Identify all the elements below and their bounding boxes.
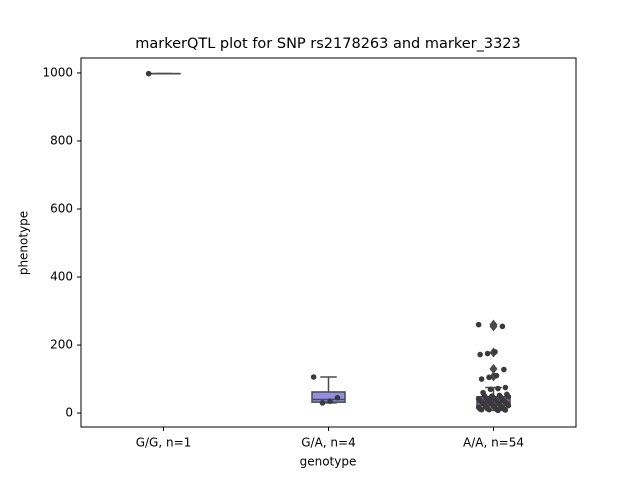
point [477, 351, 483, 358]
point [334, 394, 341, 401]
point [310, 374, 317, 380]
point [478, 376, 485, 382]
point [487, 394, 494, 401]
point [493, 372, 500, 379]
x-tick-label: A/A, n=54 [463, 436, 524, 450]
point [499, 323, 506, 330]
x-axis-label: genotype [300, 455, 357, 469]
point [487, 386, 494, 393]
y-tick-label: 600 [50, 202, 73, 216]
point [495, 385, 501, 392]
y-axis-label: phenotype [17, 211, 31, 275]
point [502, 407, 509, 413]
y-tick-label: 200 [50, 338, 73, 352]
point [502, 384, 509, 391]
point [486, 406, 492, 413]
outlier [489, 321, 498, 332]
chart-title: markerQTL plot for SNP rs2178263 and mar… [135, 36, 521, 52]
outlier [489, 363, 498, 374]
point [478, 406, 485, 413]
x-tick-label: G/G, n=1 [136, 436, 192, 450]
point [495, 407, 501, 414]
point [492, 349, 498, 355]
point [319, 400, 326, 406]
point [145, 70, 152, 77]
point [475, 321, 482, 328]
y-tick-label: 800 [50, 133, 73, 147]
point [501, 366, 507, 373]
point [505, 393, 512, 400]
y-tick-label: 400 [50, 270, 73, 284]
plot-frame [80, 57, 577, 428]
point [486, 374, 492, 381]
y-tick-label: 0 [65, 406, 73, 420]
point [505, 402, 512, 409]
y-tick-label: 1000 [42, 65, 73, 79]
x-tick-label: G/A, n=4 [301, 436, 355, 450]
point [484, 350, 491, 357]
point [327, 398, 333, 404]
